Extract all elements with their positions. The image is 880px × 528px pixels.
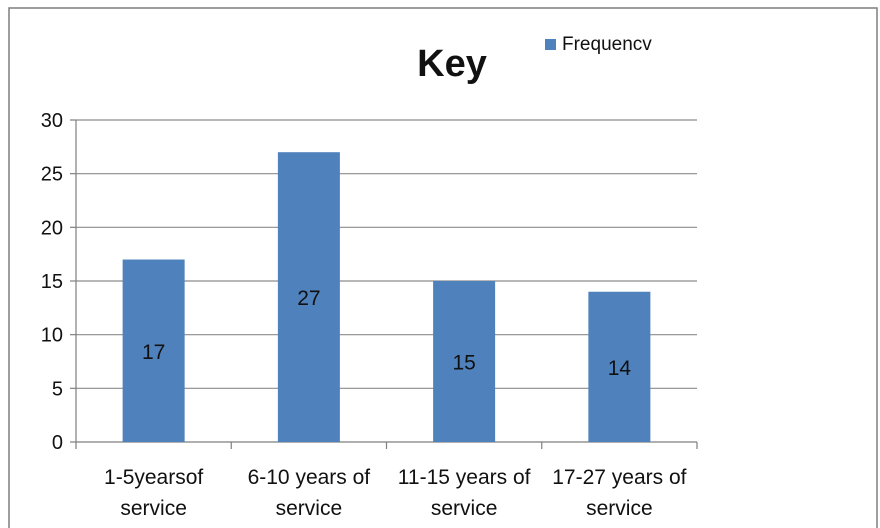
data-label: 15 xyxy=(452,352,475,375)
legend: Frequencv xyxy=(545,34,652,55)
y-tick-label: 15 xyxy=(41,271,63,293)
x-tick-label: 1-5yearsof xyxy=(104,466,203,489)
data-label: 17 xyxy=(142,341,165,364)
y-tick-label: 25 xyxy=(41,164,63,186)
bars xyxy=(122,152,651,442)
tick-labels: 0 5 10 15 20 25 30 1-5yearsof service 6-10 years … xyxy=(41,110,687,520)
x-tick-label: 6-10 years of xyxy=(248,466,371,489)
x-tick-label: service xyxy=(586,497,653,520)
data-label: 27 xyxy=(297,287,320,310)
y-tick-label: 10 xyxy=(41,325,63,347)
x-tick-label: service xyxy=(276,497,343,520)
y-tick-label: 20 xyxy=(41,217,63,239)
chart-title: Key xyxy=(417,43,487,85)
y-tick-label: 30 xyxy=(41,110,63,132)
bar xyxy=(277,152,340,442)
y-tick-label: 0 xyxy=(52,432,63,454)
legend-label: Frequencv xyxy=(562,34,652,55)
data-labels: 17 27 15 14 xyxy=(142,287,631,380)
data-label: 14 xyxy=(608,357,632,380)
x-tick-label: service xyxy=(120,497,187,520)
bar xyxy=(433,281,496,442)
x-tick-label: 11-15 years of xyxy=(398,466,531,489)
x-tick-label: service xyxy=(431,497,498,520)
x-tick-label: 17-27 years of xyxy=(552,466,686,489)
bar xyxy=(588,291,651,442)
y-tick-label: 5 xyxy=(52,378,63,400)
bar xyxy=(122,259,185,442)
legend-swatch xyxy=(545,39,556,50)
